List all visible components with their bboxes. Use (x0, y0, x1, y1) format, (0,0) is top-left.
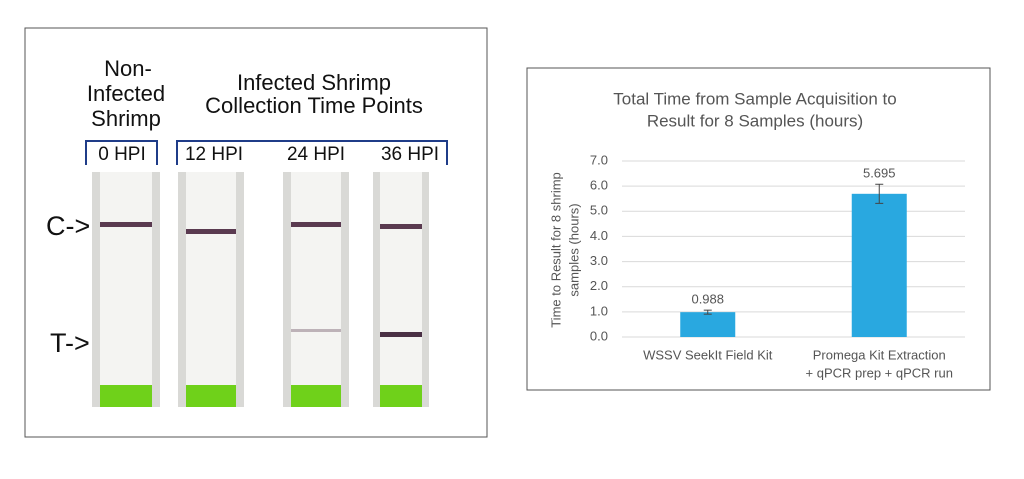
x-tick-label: WSSV SeekIt Field Kit (643, 347, 773, 362)
lane-label: 12 HPI (185, 144, 243, 165)
y-tick-label: 7.0 (590, 152, 608, 167)
data-label: 5.695 (863, 166, 896, 181)
group-label: Collection Time Points (205, 93, 423, 118)
strip (100, 172, 152, 407)
lane-label: 0 HPI (98, 144, 146, 165)
group-label: Infected (87, 81, 165, 106)
y-axis-label: Time to Result for 8 shrimp (548, 172, 563, 328)
y-tick-label: 3.0 (590, 253, 608, 268)
lane-label: 24 HPI (287, 144, 345, 165)
y-axis-label: samples (hours) (566, 203, 581, 296)
x-tick-label: Promega Kit Extraction (813, 347, 946, 362)
test-line (380, 332, 422, 337)
test-label: T-> (50, 328, 90, 358)
y-tick-label: 2.0 (590, 278, 608, 293)
strip (380, 172, 422, 407)
y-tick-label: 6.0 (590, 178, 608, 193)
bracket (176, 140, 448, 165)
control-line (100, 222, 152, 227)
data-label: 0.988 (691, 292, 724, 307)
strips (92, 172, 429, 407)
bar (680, 312, 736, 337)
test-line (291, 329, 341, 332)
y-tick-label: 5.0 (590, 203, 608, 218)
control-line (380, 224, 422, 229)
bracket (85, 140, 158, 165)
group-label: Shrimp (91, 106, 161, 131)
strip-pad (291, 385, 341, 407)
y-tick-label: 4.0 (590, 228, 608, 243)
strip-pad (186, 385, 236, 407)
group-label: Infected Shrimp (237, 70, 391, 95)
bar (851, 193, 907, 337)
lane-label: 36 HPI (381, 144, 439, 165)
strip (291, 172, 341, 407)
control-line (291, 222, 341, 227)
y-tick-label: 1.0 (590, 303, 608, 318)
y-tick-label: 0.0 (590, 328, 608, 343)
strip (186, 172, 236, 407)
chart-title: Total Time from Sample Acquisition to (613, 89, 896, 108)
strip-pad (100, 385, 152, 407)
control-label: C-> (46, 211, 90, 241)
chart-title: Result for 8 Samples (hours) (647, 111, 863, 130)
chart-frame (526, 67, 991, 391)
group-label: Non- (104, 56, 152, 81)
control-line (186, 229, 236, 234)
x-tick-label: + qPCR prep + qPCR run (806, 365, 953, 380)
strip-pad (380, 385, 422, 407)
